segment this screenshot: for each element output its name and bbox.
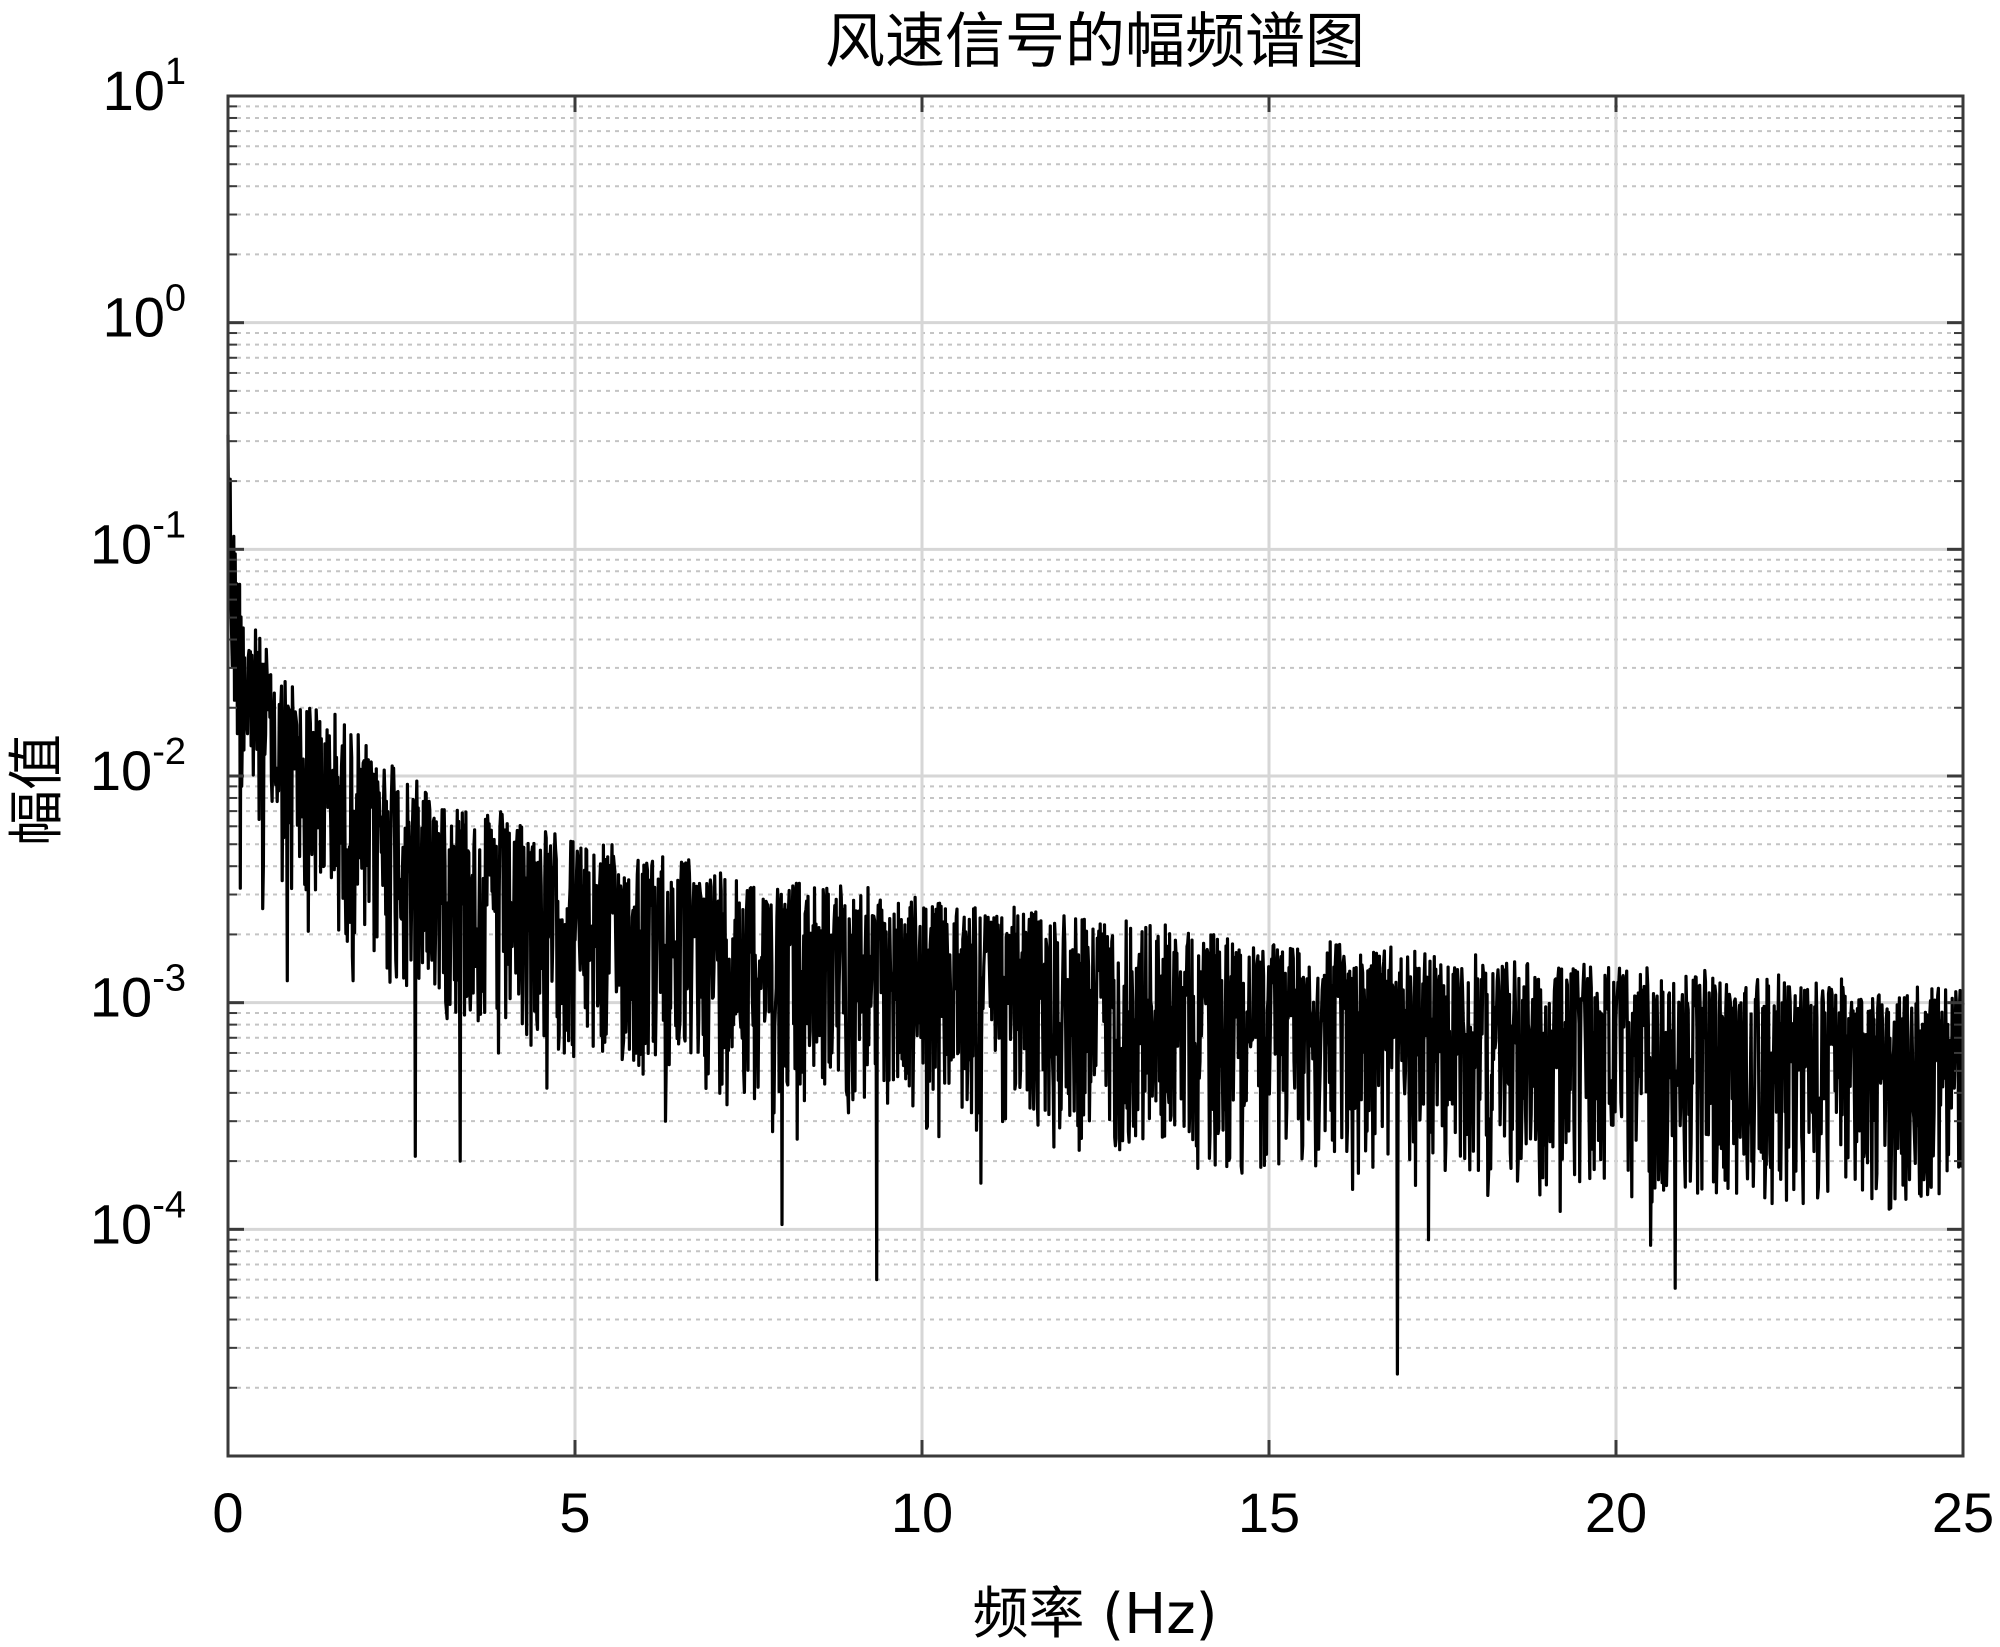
grid [228, 96, 1963, 1456]
x-tick-label: 20 [1585, 1481, 1647, 1544]
series-layer [226, 434, 1965, 1376]
y-axis-label: 幅值 [5, 734, 70, 846]
x-tick-label: 15 [1238, 1481, 1300, 1544]
x-axis-label: 频率 (Hz) [973, 1582, 1218, 1647]
x-tick-label: 10 [891, 1481, 953, 1544]
y-tick-label: 10-4 [90, 1184, 186, 1255]
y-tick-label: 100 [103, 278, 186, 349]
x-tick-label: 5 [559, 1481, 590, 1544]
y-tick-label: 10-1 [90, 504, 186, 575]
y-axis-ticks: 101 100 10-1 10-2 10-3 10-4 [90, 51, 1963, 1389]
y-tick-label: 101 [103, 51, 186, 122]
x-axis-ticks: 0 5 10 15 20 25 [212, 96, 1994, 1544]
y-tick-label: 10-3 [90, 958, 186, 1029]
y-tick-label: 10-2 [90, 731, 186, 802]
chart-title: 风速信号的幅频谱图 [825, 7, 1365, 77]
x-tick-label: 0 [212, 1481, 243, 1544]
x-tick-label: 25 [1932, 1481, 1994, 1544]
spectrum-line [226, 434, 1965, 1376]
